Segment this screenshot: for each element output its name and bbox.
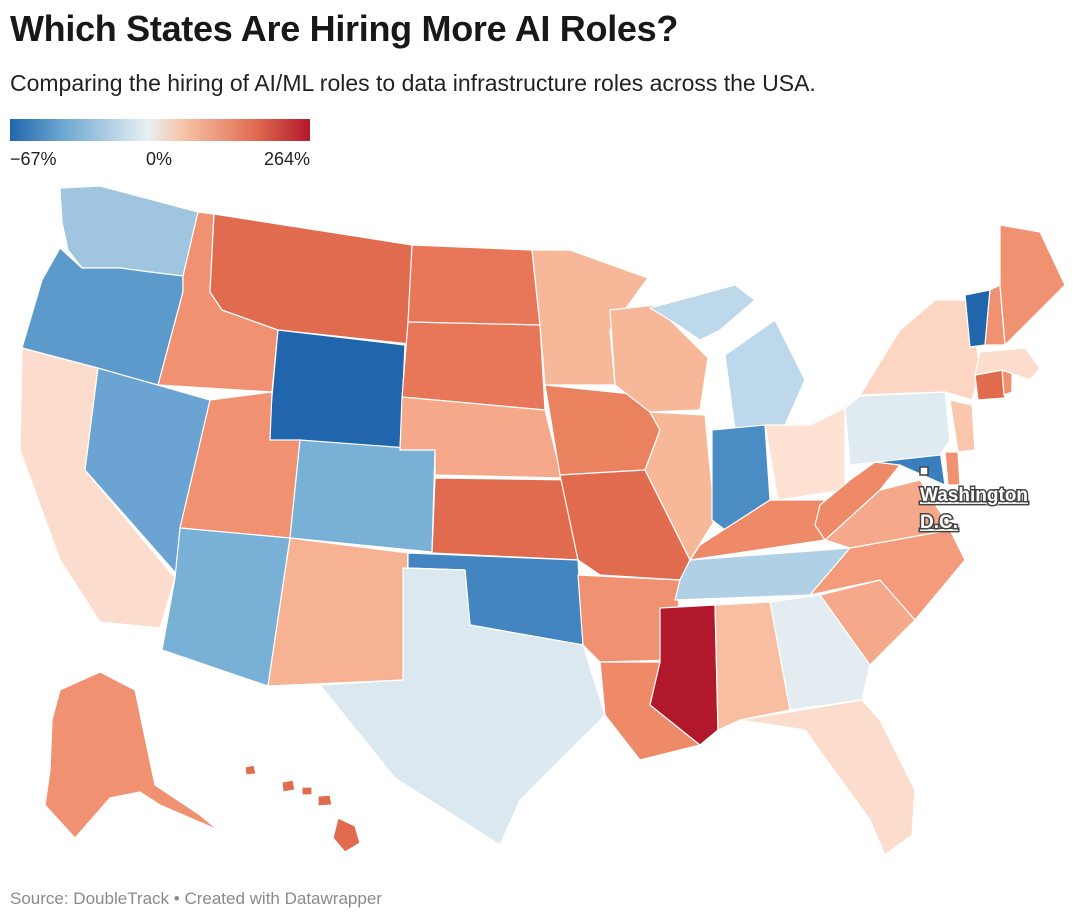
state-hi [332, 817, 361, 853]
state-oh [764, 407, 846, 501]
color-legend: −67% 0% 264% [10, 119, 310, 173]
state-mi [649, 284, 756, 341]
chart-subtitle: Comparing the hiring of AI/ML roles to d… [10, 70, 816, 96]
dc-label-line1: Washington [920, 485, 1028, 506]
state-hi [317, 794, 333, 807]
state-il [644, 411, 716, 561]
state-wa [59, 185, 199, 277]
legend-max-label: 264% [263, 149, 310, 169]
state-pa [844, 391, 951, 466]
state-wy [267, 329, 406, 451]
state-me [999, 224, 1066, 346]
state-de [944, 451, 961, 486]
state-ak [44, 671, 219, 839]
state-sd [401, 321, 546, 411]
state-nd [407, 244, 541, 326]
state-ma [974, 347, 1041, 381]
chart-title: Which States Are Hiring More AI Roles? [10, 8, 679, 49]
source-credit: Source: DoubleTrack • Created with Dataw… [10, 889, 382, 908]
legend-min-label: −67% [10, 149, 57, 169]
state-ar [577, 574, 681, 663]
state-ga [769, 594, 871, 711]
legend-gradient-bar [10, 119, 310, 141]
state-al [714, 601, 791, 731]
state-fl [739, 699, 916, 856]
state-hi [244, 764, 257, 776]
state-mi [724, 319, 806, 431]
state-wi [609, 304, 709, 413]
state-co [289, 439, 436, 553]
dc-marker [919, 466, 929, 476]
dc-label-line2: D.C. [920, 512, 958, 533]
state-ny [859, 299, 981, 401]
state-mn [531, 249, 649, 386]
state-nm [267, 537, 409, 687]
state-hi [281, 779, 296, 793]
state-tx [319, 567, 606, 846]
state-hi [301, 786, 313, 796]
state-wv [814, 461, 901, 541]
state-ks [431, 477, 579, 561]
state-ri [1001, 369, 1013, 396]
legend-mid-label: 0% [146, 149, 173, 169]
state-az [161, 527, 291, 687]
state-ne [399, 396, 563, 479]
state-nj [949, 399, 976, 453]
